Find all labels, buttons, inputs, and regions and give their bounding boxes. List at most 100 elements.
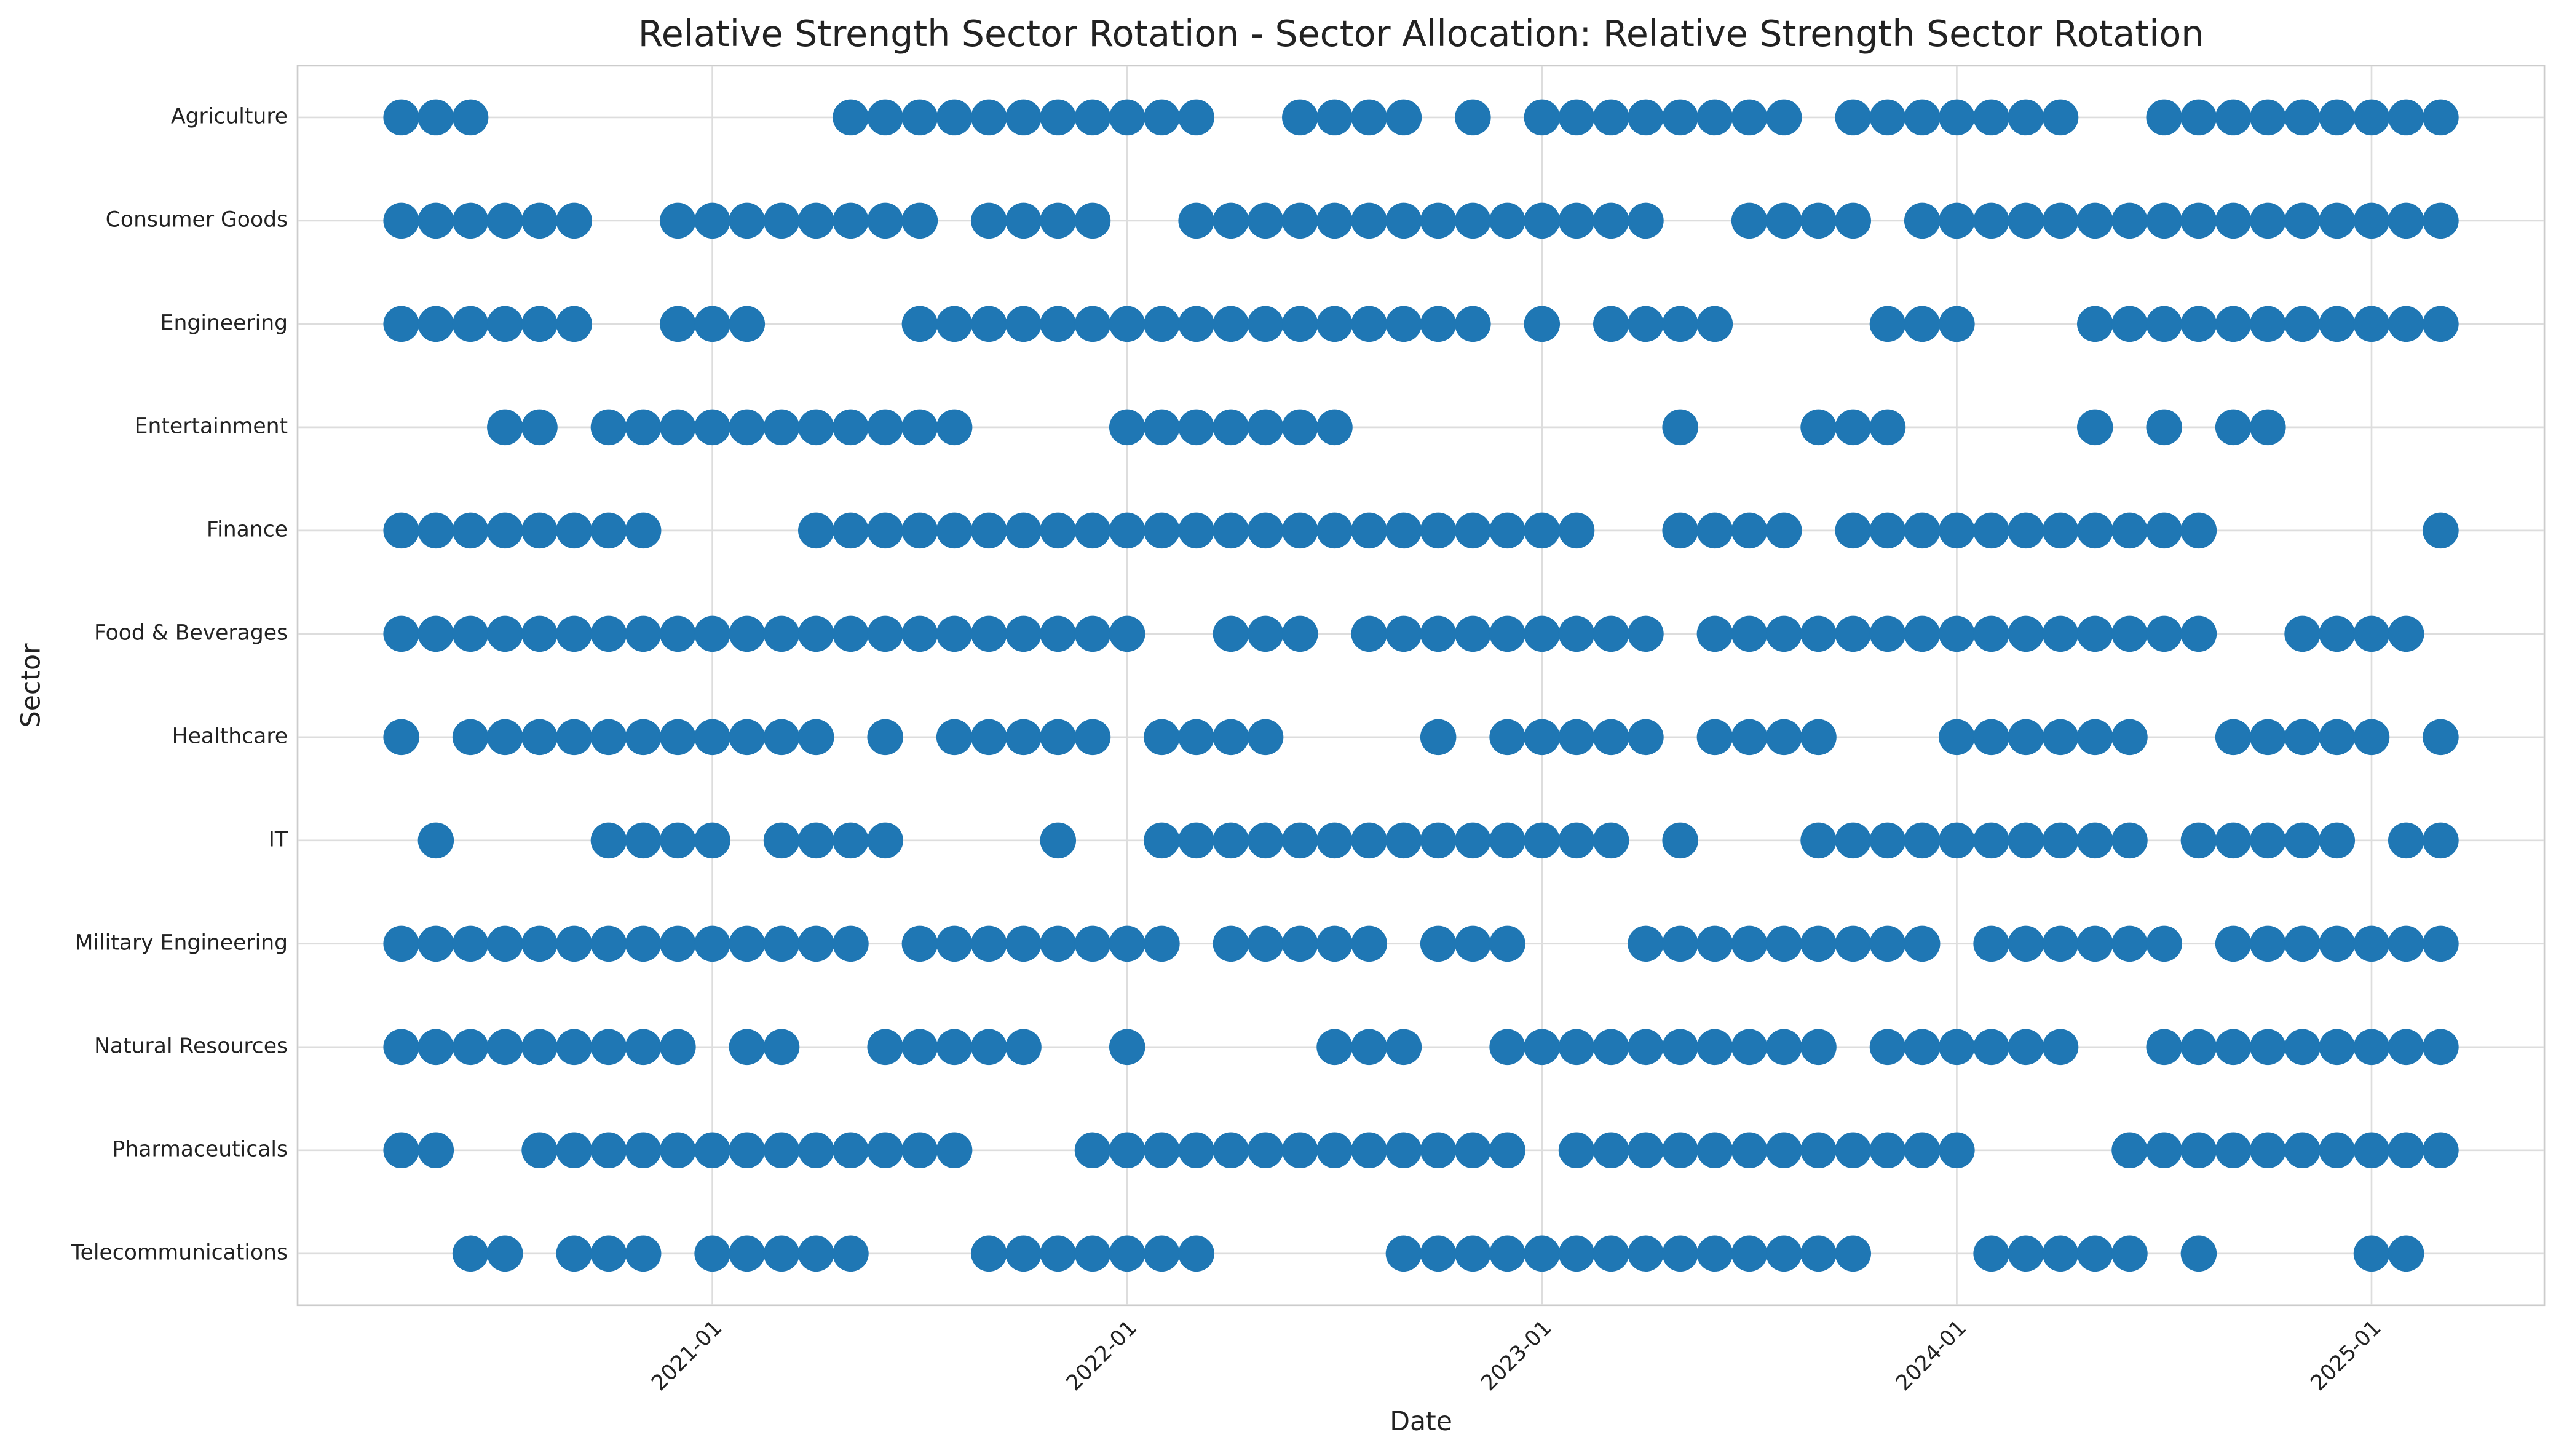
dot (1282, 822, 1318, 859)
dot (1144, 1132, 1180, 1169)
dot (2042, 822, 2079, 859)
dot (1869, 512, 1906, 549)
y-tick-label: Food & Beverages (94, 620, 288, 645)
dot (1109, 1132, 1145, 1169)
dot (1144, 409, 1180, 446)
dot (1869, 925, 1906, 962)
y-tick-label: Engineering (160, 311, 288, 335)
dot (1040, 306, 1077, 342)
dot (867, 615, 903, 652)
dot (1904, 822, 1941, 859)
dot (1904, 202, 1941, 239)
dot (1662, 306, 1698, 342)
dot (1074, 202, 1111, 239)
dot (1558, 512, 1595, 549)
dot (729, 1235, 766, 1272)
dot (694, 1132, 730, 1169)
dot (660, 822, 696, 859)
dot (1385, 512, 1422, 549)
dot (1040, 822, 1077, 859)
dot (1766, 719, 1802, 756)
dot (1662, 822, 1698, 859)
dot (1455, 925, 1491, 962)
dot (660, 615, 696, 652)
dot (867, 719, 903, 756)
dot (487, 306, 523, 342)
dot (383, 925, 419, 962)
dot (1800, 1235, 1837, 1272)
dot (1973, 202, 2009, 239)
dot (798, 202, 834, 239)
dot (1282, 409, 1318, 446)
dot (1973, 615, 2009, 652)
dot (2423, 925, 2459, 962)
dot (2180, 1132, 2217, 1169)
dot (2215, 1029, 2252, 1066)
dot (2111, 615, 2148, 652)
dot (2250, 202, 2286, 239)
dot (867, 99, 903, 136)
dot (1524, 615, 1561, 652)
dot (590, 1235, 627, 1272)
dot (1558, 1235, 1595, 1272)
dot (901, 99, 938, 136)
dot (1385, 822, 1422, 859)
dot (452, 1029, 489, 1066)
dot (1040, 615, 1077, 652)
dot (1109, 512, 1145, 549)
dot (1800, 925, 1837, 962)
y-tick-label: Finance (207, 517, 288, 542)
x-tick-label: 2024-01 (1891, 1315, 1971, 1395)
dot (1178, 719, 1214, 756)
dot (452, 615, 489, 652)
dot (1524, 512, 1561, 549)
dot (2284, 1132, 2321, 1169)
dot (1731, 1029, 1768, 1066)
dot (1766, 615, 1802, 652)
dot (729, 719, 766, 756)
dot (833, 202, 869, 239)
dot (625, 822, 662, 859)
dot (1904, 99, 1941, 136)
dot (763, 1132, 800, 1169)
dot (2215, 306, 2252, 342)
dot (2146, 409, 2182, 446)
dot (1144, 719, 1180, 756)
dot (1213, 615, 1249, 652)
dot (1558, 1029, 1595, 1066)
dot (1869, 822, 1906, 859)
dot (590, 615, 627, 652)
dot (1385, 1029, 1422, 1066)
dot (1558, 719, 1595, 756)
dot (2353, 306, 2390, 342)
dot (2284, 925, 2321, 962)
dot (763, 1235, 800, 1272)
dot (1074, 615, 1111, 652)
dot (833, 512, 869, 549)
dot (2284, 615, 2321, 652)
dot (1420, 615, 1457, 652)
dot (1420, 1132, 1457, 1169)
dot (1282, 925, 1318, 962)
dot (1455, 306, 1491, 342)
dot (1766, 99, 1802, 136)
dot (1696, 99, 1733, 136)
dot (1939, 512, 1975, 549)
dot (1939, 306, 1975, 342)
dot (1005, 202, 1042, 239)
dot (901, 615, 938, 652)
dot (1662, 925, 1698, 962)
y-axis-label: Sector (17, 643, 47, 727)
dot (452, 202, 489, 239)
dot (2180, 822, 2217, 859)
dot (798, 1132, 834, 1169)
y-tick-label: Pharmaceuticals (113, 1137, 288, 1161)
dot (2077, 719, 2113, 756)
dot (1316, 99, 1353, 136)
dot (936, 99, 973, 136)
dot (2042, 1029, 2079, 1066)
dot (1455, 99, 1491, 136)
dot (1213, 925, 1249, 962)
dot (1178, 202, 1214, 239)
dot (1628, 615, 1664, 652)
